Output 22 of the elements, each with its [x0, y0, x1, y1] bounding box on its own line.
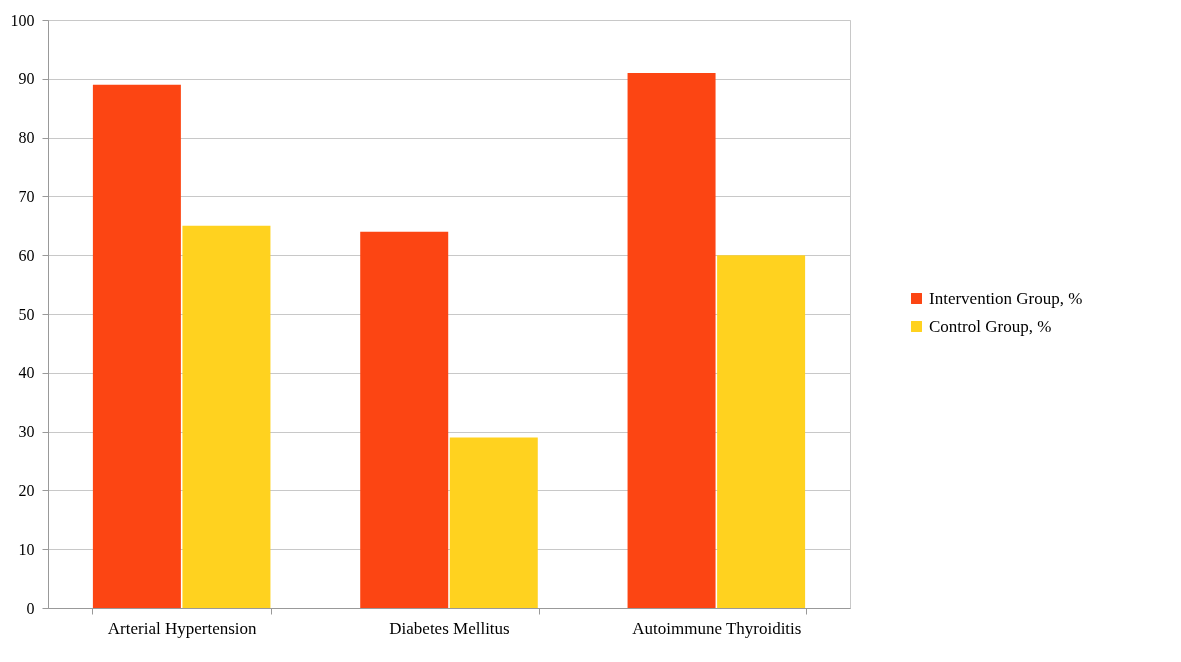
- y-tick-label: 60: [18, 246, 35, 264]
- y-tick-label: 30: [18, 423, 35, 441]
- bar: [92, 84, 181, 608]
- x-tick-label: Autoimmune Thyroiditis: [632, 618, 802, 638]
- x-tick-label: Diabetes Mellitus: [389, 618, 510, 638]
- y-tick-label: 50: [18, 305, 35, 323]
- y-tick-label: 100: [10, 11, 35, 29]
- legend-label: Intervention Group, %: [929, 288, 1083, 308]
- y-tick-label: 0: [26, 599, 35, 617]
- y-tick-label: 80: [18, 129, 35, 147]
- bar: [182, 225, 271, 608]
- y-tick-label: 90: [18, 70, 35, 88]
- y-tick-label: 10: [18, 540, 35, 558]
- x-tick-label: Arterial Hypertension: [107, 618, 258, 638]
- bar: [449, 437, 538, 608]
- bar: [360, 231, 449, 608]
- y-tick-label: 40: [18, 364, 35, 382]
- bar: [627, 72, 716, 608]
- y-tick-label: 20: [18, 481, 35, 499]
- bar: [717, 255, 806, 608]
- y-tick-label: 70: [18, 187, 35, 205]
- legend-label: Control Group, %: [929, 316, 1052, 336]
